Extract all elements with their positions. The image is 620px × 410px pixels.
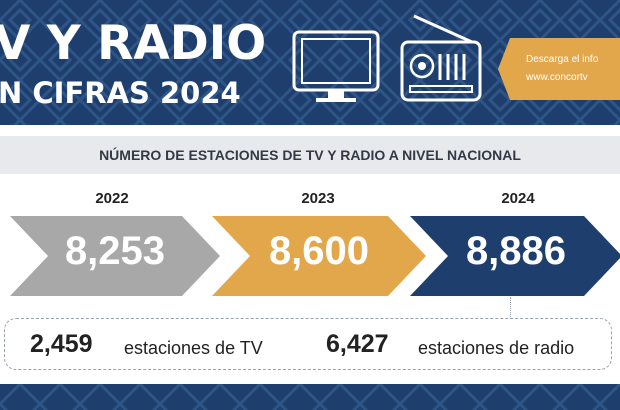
cta-link[interactable]: www.concortv [526, 72, 588, 83]
value-arrow-2024: 8,886 [410, 216, 620, 296]
value-2022: 8,253 [64, 229, 166, 273]
year-2024-label: 2024 [501, 190, 535, 207]
footer-pattern [0, 384, 620, 410]
cta-text: Descarga el info [526, 54, 599, 65]
value-arrow-2022: 8,253 [10, 216, 220, 296]
tv-icon [292, 30, 380, 102]
value-2024: 8,886 [465, 229, 567, 273]
year-2022-label: 2022 [95, 190, 129, 207]
page-title: V Y RADIO [0, 16, 267, 71]
year-2023-label: 2023 [301, 190, 335, 207]
header-banner: V Y RADIO N CIFRAS 2024 Descarga el info… [0, 0, 620, 125]
section-title-band: NÚMERO DE ESTACIONES DE TV Y RADIO A NIV… [0, 136, 620, 174]
value-2023: 8,600 [268, 229, 370, 273]
radio-icon [400, 14, 482, 102]
tv-stations-count: 2,459 [30, 330, 93, 358]
connector-line [510, 297, 511, 319]
tv-stations-label: estaciones de TV [124, 338, 263, 358]
radio-stations-count: 6,427 [326, 330, 389, 358]
page-subtitle: N CIFRAS 2024 [0, 76, 241, 110]
value-arrow-2023: 8,600 [212, 216, 426, 296]
radio-stations-label: estaciones de radio [418, 338, 575, 358]
footer-band [0, 384, 620, 410]
section-title: NÚMERO DE ESTACIONES DE TV Y RADIO A NIV… [99, 147, 521, 163]
breakdown-box [4, 318, 612, 370]
download-cta[interactable]: Descarga el info www.concortv [498, 38, 620, 100]
